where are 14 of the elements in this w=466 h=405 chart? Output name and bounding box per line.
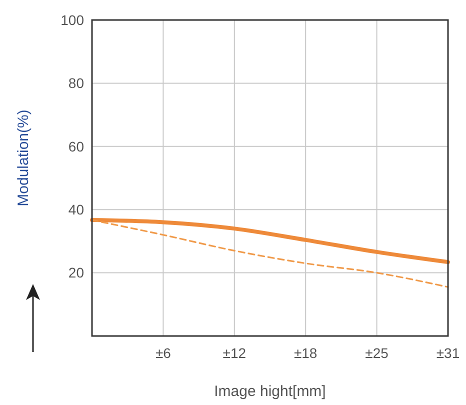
y-tick-label: 20 — [68, 264, 84, 281]
x-tick-label: ±18 — [294, 345, 318, 361]
x-tick-label: ±12 — [222, 345, 246, 361]
x-tick-label: ±6 — [155, 345, 172, 361]
line-series — [91, 219, 449, 288]
y-tick-label: 80 — [68, 75, 84, 92]
y-tick-label: 40 — [68, 202, 84, 218]
x-tick-label: ±25 — [365, 345, 389, 361]
y-tick-label: 60 — [68, 138, 84, 154]
y-axis-title: Modulation(%) — [15, 110, 32, 206]
x-tick-label: ±31 — [436, 345, 460, 361]
y-tick-label: 100 — [60, 12, 84, 28]
line-series — [90, 218, 450, 264]
x-axis-title: Image hight[mm] — [214, 383, 326, 400]
